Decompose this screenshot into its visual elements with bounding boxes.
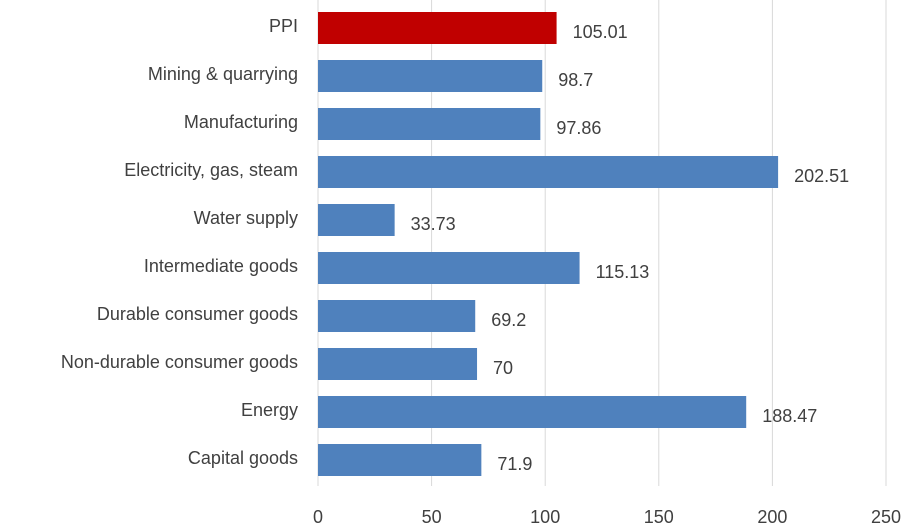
x-tick-label: 50 (422, 507, 442, 527)
data-label: 33.73 (411, 214, 456, 234)
x-tick-label: 200 (757, 507, 787, 527)
bar (318, 108, 541, 140)
bar (318, 348, 478, 380)
y-tick-label: Electricity, gas, steam (124, 160, 298, 180)
bar (318, 156, 779, 188)
y-tick-label: Mining & quarrying (148, 64, 298, 84)
data-label: 105.01 (573, 22, 628, 42)
bar (318, 300, 476, 332)
y-tick-label: Intermediate goods (144, 256, 298, 276)
bar (318, 60, 543, 92)
data-label: 71.9 (497, 454, 532, 474)
bar (318, 252, 580, 284)
y-tick-label: Non-durable consumer goods (61, 352, 298, 372)
y-tick-label: Energy (241, 400, 298, 420)
x-tick-label: 0 (313, 507, 323, 527)
data-label: 69.2 (491, 310, 526, 330)
y-tick-label: Durable consumer goods (97, 304, 298, 324)
bar (318, 12, 557, 44)
y-tick-label: Water supply (194, 208, 298, 228)
data-label: 70 (493, 358, 513, 378)
x-tick-label: 100 (530, 507, 560, 527)
data-label: 98.7 (558, 70, 593, 90)
y-tick-label: Manufacturing (184, 112, 298, 132)
data-label: 202.51 (794, 166, 849, 186)
x-tick-label: 150 (644, 507, 674, 527)
y-tick-label: PPI (269, 16, 298, 36)
bar (318, 396, 747, 428)
data-label: 97.86 (556, 118, 601, 138)
bar (318, 204, 395, 236)
y-tick-label: Capital goods (188, 448, 298, 468)
bar (318, 444, 482, 476)
data-label: 188.47 (762, 406, 817, 426)
x-tick-label: 250 (871, 507, 901, 527)
data-label: 115.13 (596, 262, 650, 282)
